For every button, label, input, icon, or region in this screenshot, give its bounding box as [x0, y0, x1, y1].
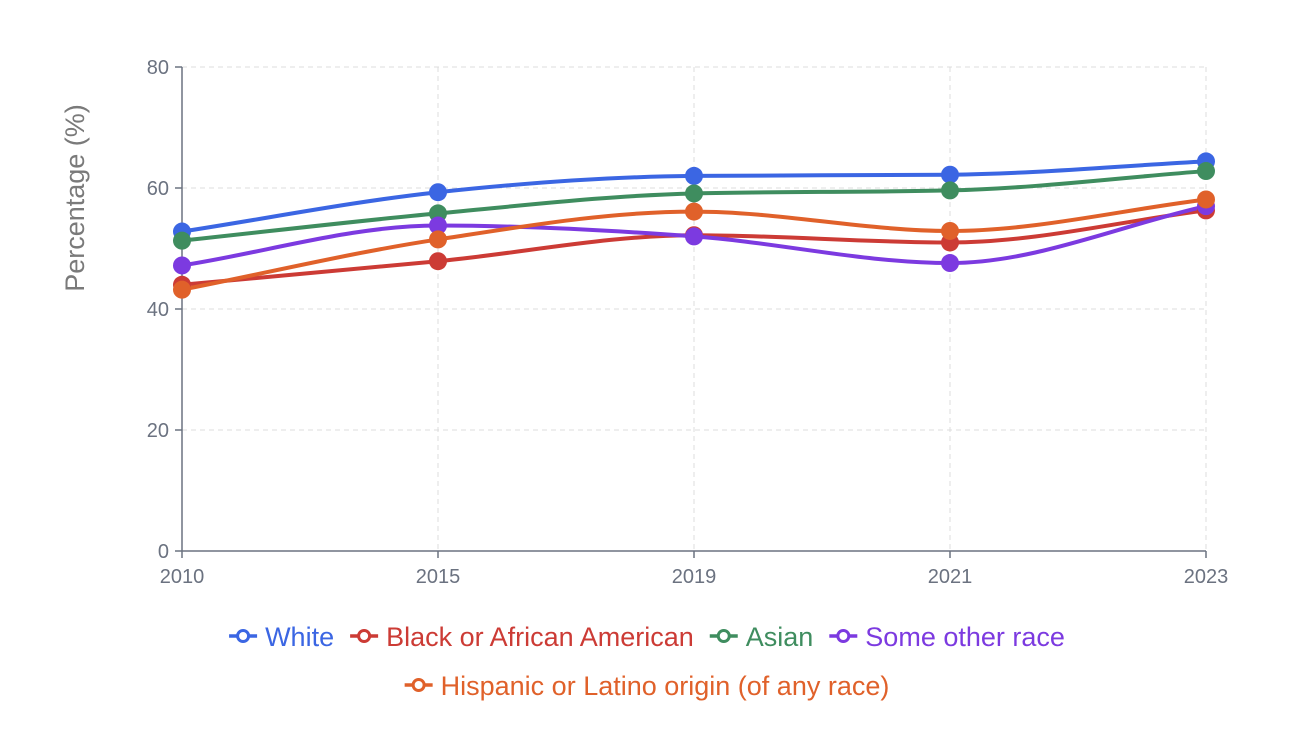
- data-point-white: [429, 183, 447, 202]
- y-tick-label: 20: [147, 420, 169, 442]
- y-axis-title: Percentage (%): [60, 104, 90, 292]
- legend-label: Hispanic or Latino origin (of any race): [441, 671, 890, 701]
- legend-item: Hispanic or Latino origin (of any race): [404, 671, 890, 701]
- legend-item: Black or African American: [350, 622, 694, 652]
- series-lines: [173, 152, 1215, 299]
- legend-marker-icon: [716, 629, 731, 643]
- data-point-asian: [1197, 162, 1215, 181]
- data-point-asian: [941, 181, 959, 200]
- legend-item: Asian: [709, 622, 814, 652]
- legend-marker-icon: [357, 629, 372, 643]
- y-tick-label: 40: [147, 299, 169, 321]
- data-point-some-other-race: [685, 227, 703, 246]
- data-point-hispanic-or-latino-origin-of-any-race: [173, 280, 191, 299]
- data-point-some-other-race: [173, 256, 191, 275]
- data-point-white: [685, 166, 703, 185]
- data-point-hispanic-or-latino-origin-of-any-race: [429, 230, 447, 249]
- x-tick-label: 2023: [1184, 566, 1229, 588]
- legend-label: Some other race: [865, 622, 1065, 652]
- legend-item: White: [229, 622, 334, 652]
- y-tick-label: 0: [158, 541, 169, 563]
- legend-label: White: [265, 622, 334, 652]
- y-tick-label: 60: [147, 178, 169, 200]
- legend: White Black or African American Asian Some …: [229, 622, 1065, 701]
- data-point-white: [941, 165, 959, 184]
- x-tick-label: 2010: [160, 566, 205, 588]
- axes: 0 20 40 60 80 2010 2015 2019 2021 2023: [147, 57, 1229, 588]
- legend-item: Some other race: [829, 622, 1065, 652]
- data-point-some-other-race: [941, 254, 959, 273]
- data-point-black-or-african-american: [429, 252, 447, 271]
- data-point-hispanic-or-latino-origin-of-any-race: [685, 202, 703, 221]
- grid-lines: [182, 66, 1207, 551]
- data-point-asian: [685, 184, 703, 203]
- legend-label: Black or African American: [386, 622, 694, 652]
- data-point-hispanic-or-latino-origin-of-any-race: [941, 221, 959, 240]
- data-point-asian: [173, 231, 191, 250]
- legend-marker-icon: [836, 629, 851, 643]
- x-tick-label: 2019: [672, 566, 717, 588]
- data-point-some-other-race: [429, 216, 447, 235]
- legend-marker-icon: [411, 678, 426, 692]
- legend-marker-icon: [236, 629, 251, 643]
- legend-label: Asian: [746, 622, 814, 652]
- x-tick-label: 2021: [928, 566, 973, 588]
- x-tick-label: 2015: [416, 566, 461, 588]
- y-tick-label: 80: [147, 57, 169, 79]
- data-point-hispanic-or-latino-origin-of-any-race: [1197, 190, 1215, 209]
